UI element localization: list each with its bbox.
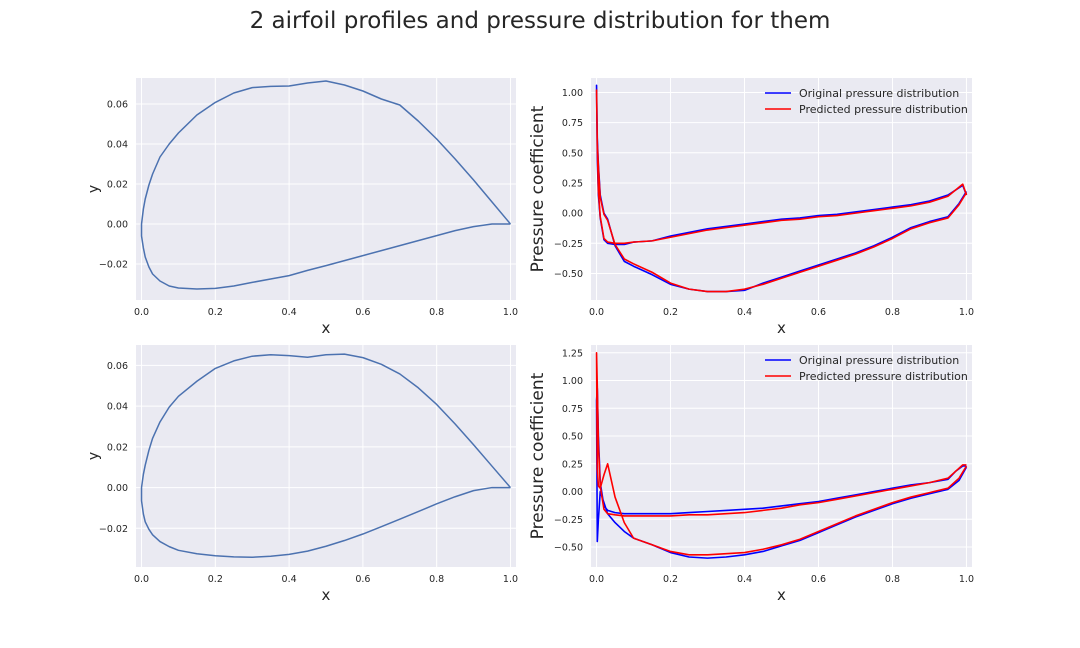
legend-entry-label: Original pressure distribution	[799, 87, 959, 100]
y-tick-label: 0.75	[562, 404, 583, 415]
x-tick-label: 0.2	[663, 307, 678, 318]
x-axis-label: x	[322, 586, 331, 604]
y-tick-label: −0.02	[99, 260, 128, 271]
x-tick-label: 0.6	[355, 307, 370, 318]
x-tick-label: 0.6	[811, 574, 826, 585]
series-original-line	[595, 84, 968, 293]
chart-panel-3: 0.0 0.2 0.4 0.6 0.8 1.0 −0.02 0.00 0.02 0.04 0.06 x…	[86, 345, 518, 604]
axes-background	[591, 78, 972, 300]
y-tick-label: 0.06	[107, 100, 128, 111]
y-tick-label: 0.75	[562, 118, 583, 129]
x-axis-label: x	[322, 319, 331, 337]
y-tick-label: 0.00	[107, 220, 128, 231]
x-tick-label: 0.8	[429, 574, 444, 585]
x-tick-label: 0.4	[282, 307, 297, 318]
x-tick-label: 0.0	[134, 574, 149, 585]
y-tick-label: 0.06	[107, 361, 128, 372]
y-axis-label: Pressure coefficient	[528, 105, 548, 272]
chart-panel-4: 0.0 0.2 0.4 0.6 0.8 1.0 −0.50 −0.25 0.00 0.25 0.50…	[528, 345, 974, 604]
y-axis-label: y	[86, 185, 102, 193]
y-axis-label: y	[86, 452, 102, 460]
y-tick-label: 0.00	[107, 483, 128, 494]
y-tick-label: −0.25	[554, 239, 583, 250]
legend: Original pressure distribution Predicted …	[765, 354, 968, 383]
y-tick-label: 0.04	[107, 402, 128, 413]
y-tick-label: 0.25	[562, 178, 583, 189]
airfoil-profile-line	[140, 353, 512, 558]
y-tick-label: −0.02	[99, 524, 128, 535]
chart-panel-1: 0.0 0.2 0.4 0.6 0.8 1.0 −0.02 0.00 0.02 0.04 0.06 x…	[86, 78, 518, 337]
chart-panel-2: 0.0 0.2 0.4 0.6 0.8 1.0 −0.50 −0.25 0.00 0.25 0.50…	[528, 78, 974, 337]
y-tick-label: 0.04	[107, 140, 128, 151]
y-tick-label: 0.25	[562, 459, 583, 470]
y-tick-label: −0.50	[554, 543, 583, 554]
x-tick-label: 0.4	[737, 307, 752, 318]
x-tick-label: 1.0	[503, 307, 518, 318]
legend-entry-label: Predicted pressure distribution	[799, 370, 968, 383]
figure-suptitle: 2 airfoil profiles and pressure distribu…	[249, 8, 831, 34]
legend-entry-label: Original pressure distribution	[799, 354, 959, 367]
y-tick-label: 0.02	[107, 442, 128, 453]
axes-background	[136, 78, 516, 300]
x-tick-label: 0.4	[282, 574, 297, 585]
series-predicted-line	[595, 351, 968, 556]
x-tick-label: 0.8	[885, 307, 900, 318]
y-tick-label: 0.00	[562, 209, 583, 220]
series-predicted-line	[595, 89, 968, 293]
x-axis-label: x	[777, 586, 786, 604]
x-tick-label: 0.2	[208, 574, 223, 585]
x-axis-label: x	[777, 319, 786, 337]
y-tick-label: 1.00	[562, 88, 583, 99]
x-tick-label: 0.6	[811, 307, 826, 318]
y-tick-label: 0.00	[562, 487, 583, 498]
y-tick-label: 0.50	[562, 148, 583, 159]
x-tick-label: 0.2	[208, 307, 223, 318]
x-tick-label: 0.0	[134, 307, 149, 318]
x-tick-label: 0.2	[663, 574, 678, 585]
x-tick-label: 1.0	[959, 574, 974, 585]
x-tick-label: 0.8	[885, 574, 900, 585]
axes-background	[136, 345, 516, 567]
y-tick-label: −0.50	[554, 269, 583, 280]
y-tick-label: 1.25	[562, 348, 583, 359]
y-axis-label: Pressure coefficient	[528, 372, 548, 539]
airfoil-profile-line	[140, 80, 512, 290]
x-tick-label: 0.0	[589, 307, 604, 318]
legend-entry-label: Predicted pressure distribution	[799, 103, 968, 116]
x-tick-label: 0.6	[355, 574, 370, 585]
x-tick-label: 0.8	[429, 307, 444, 318]
y-tick-label: 1.00	[562, 376, 583, 387]
legend: Original pressure distribution Predicted …	[765, 87, 968, 116]
y-tick-label: 0.02	[107, 180, 128, 191]
y-tick-label: 0.50	[562, 432, 583, 443]
x-tick-label: 1.0	[503, 574, 518, 585]
x-tick-label: 1.0	[959, 307, 974, 318]
axes-background	[591, 345, 972, 567]
y-tick-label: −0.25	[554, 515, 583, 526]
x-tick-label: 0.4	[737, 574, 752, 585]
x-tick-label: 0.0	[589, 574, 604, 585]
